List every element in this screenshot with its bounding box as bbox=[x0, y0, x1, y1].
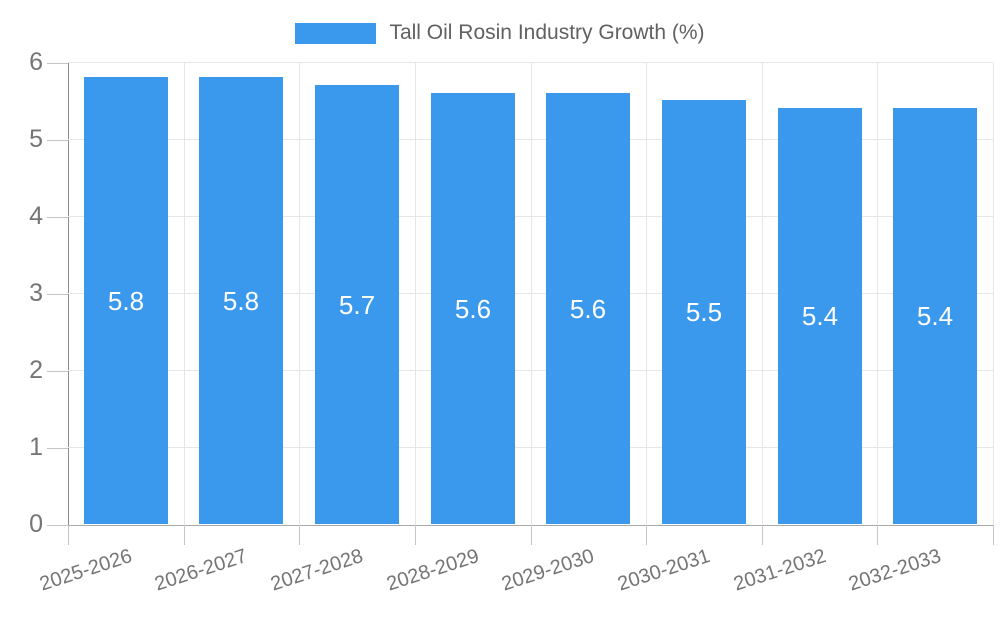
x-axis-tick-label: 2032-2033 bbox=[846, 545, 944, 596]
y-axis-tick-label: 4 bbox=[29, 202, 43, 230]
bar[interactable]: 5.8 bbox=[199, 77, 283, 524]
bar-value-label: 5.6 bbox=[454, 293, 492, 324]
x-axis-tick-label: 2031-2032 bbox=[730, 545, 829, 596]
legend-label[interactable]: Tall Oil Rosin Industry Growth (%) bbox=[389, 21, 705, 44]
y-axis-tick-label: 2 bbox=[29, 356, 43, 384]
bar-chart: Tall Oil Rosin Industry Growth (%) 0 1 2 3 4… bbox=[0, 18, 1000, 596]
x-axis-tick-label: 2027-2028 bbox=[268, 545, 366, 596]
y-axis-tick-label: 6 bbox=[29, 48, 43, 76]
x-gridline bbox=[762, 63, 763, 525]
y-axis-tick bbox=[47, 525, 68, 526]
x-axis-tick-label: 2029-2030 bbox=[499, 545, 598, 596]
y-axis-tick-label: 5 bbox=[29, 125, 43, 153]
x-gridline bbox=[531, 63, 532, 525]
y-axis-tick-label: 3 bbox=[29, 279, 43, 307]
y-gridline bbox=[68, 370, 993, 371]
legend-swatch-icon[interactable] bbox=[295, 22, 377, 44]
x-gridline bbox=[299, 63, 300, 525]
y-axis-line bbox=[68, 63, 69, 525]
x-axis-tick-label: 2028-2029 bbox=[383, 545, 482, 596]
x-axis-tick bbox=[877, 525, 878, 545]
bar-value-label: 5.6 bbox=[569, 293, 607, 324]
x-axis-tick-label: 2030-2031 bbox=[614, 545, 713, 596]
y-axis-tick bbox=[47, 63, 68, 64]
x-axis-tick bbox=[415, 525, 416, 545]
y-gridline bbox=[68, 216, 993, 217]
x-axis-tick bbox=[993, 525, 994, 545]
y-axis-tick bbox=[47, 217, 68, 218]
bar-value-label: 5.5 bbox=[685, 297, 723, 327]
x-gridline bbox=[993, 63, 994, 525]
y-axis-tick bbox=[47, 294, 68, 295]
x-axis-tick bbox=[299, 525, 300, 545]
x-axis-tick bbox=[531, 525, 532, 545]
x-axis-tick bbox=[68, 525, 69, 545]
x-axis-tick bbox=[762, 525, 763, 545]
bar-value-label: 5.4 bbox=[801, 301, 839, 331]
bar-value-label: 5.8 bbox=[222, 285, 260, 316]
x-axis-line bbox=[68, 525, 993, 526]
x-gridline bbox=[877, 63, 878, 525]
bar[interactable]: 5.6 bbox=[546, 93, 630, 524]
bar-value-label: 5.8 bbox=[107, 285, 145, 316]
bar[interactable]: 5.7 bbox=[315, 85, 399, 524]
bar[interactable]: 5.5 bbox=[662, 100, 746, 524]
bar[interactable]: 5.4 bbox=[778, 108, 862, 524]
plot-area: 0 1 2 3 4 5 6 5.8 2025-2026 5.8 2026-2027 5.7 2027-2… bbox=[29, 50, 994, 595]
bar[interactable]: 5.4 bbox=[893, 108, 977, 524]
y-gridline bbox=[68, 447, 993, 448]
x-gridline bbox=[646, 63, 647, 525]
y-axis-tick bbox=[47, 448, 68, 449]
x-gridline bbox=[184, 63, 185, 525]
y-axis-tick bbox=[47, 371, 68, 372]
legend[interactable]: Tall Oil Rosin Industry Growth (%) bbox=[0, 18, 1000, 48]
bar-value-label: 5.4 bbox=[916, 301, 954, 331]
y-gridline bbox=[68, 293, 993, 294]
bar[interactable]: 5.8 bbox=[84, 77, 168, 524]
y-axis-tick-label: 1 bbox=[29, 433, 43, 461]
y-axis-tick-label: 0 bbox=[29, 510, 43, 538]
bar[interactable]: 5.6 bbox=[431, 93, 515, 524]
x-axis-tick bbox=[184, 525, 185, 545]
x-axis-tick-label: 2026-2027 bbox=[152, 545, 251, 596]
y-gridline bbox=[68, 139, 993, 140]
x-axis-tick bbox=[646, 525, 647, 545]
bar-value-label: 5.7 bbox=[338, 289, 376, 320]
y-axis-tick bbox=[47, 140, 68, 141]
y-gridline bbox=[68, 62, 993, 63]
x-gridline bbox=[415, 63, 416, 525]
